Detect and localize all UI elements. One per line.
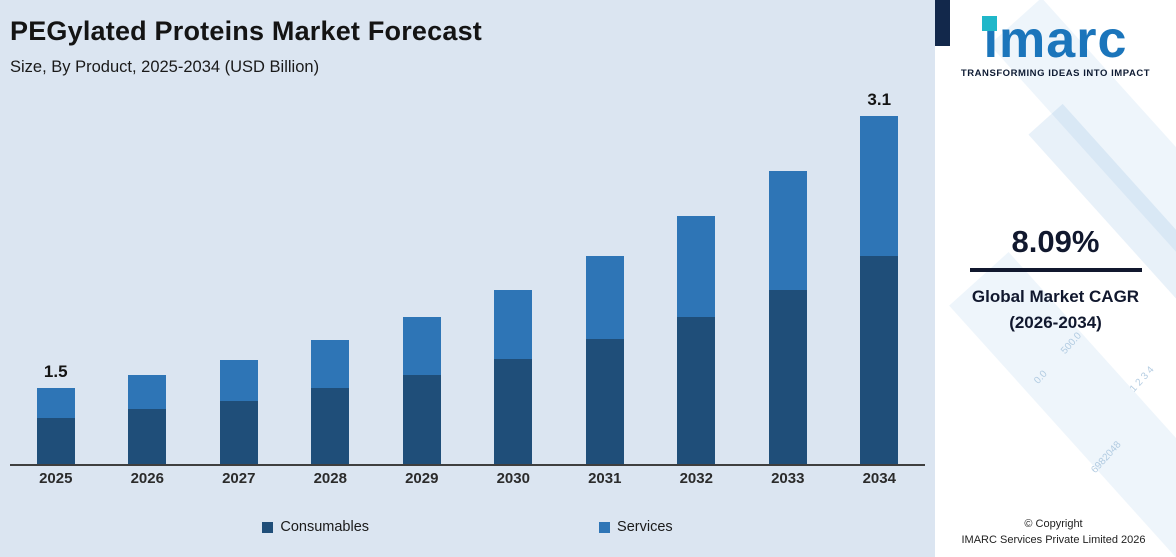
consumables-segment-2032 xyxy=(677,317,716,464)
bar-value-label-2025: 1.5 xyxy=(43,362,68,381)
consumables-segment-2033 xyxy=(768,290,807,464)
logo-block: imarc TRANSFORMING IDEAS INTO IMPACT xyxy=(935,14,1176,79)
legend-label-services: Services xyxy=(617,519,673,535)
legend-item-consumables: Consumables xyxy=(262,519,369,535)
services-segment-2025 xyxy=(36,388,75,418)
chart-title: PEGylated Proteins Market Forecast xyxy=(10,16,482,46)
x-axis-label-2026: 2026 xyxy=(130,470,164,487)
x-axis-label-2031: 2031 xyxy=(588,470,622,487)
services-segment-2032 xyxy=(677,216,716,317)
consumables-segment-2028 xyxy=(311,388,350,464)
services-segment-2029 xyxy=(402,317,441,375)
legend-item-services: Services xyxy=(599,519,673,535)
chart-panel: PEGylated Proteins Market Forecast Size,… xyxy=(0,0,935,557)
stacked-bar-2029 xyxy=(402,317,441,464)
watermark-number: 1 2 3 4 xyxy=(1128,364,1158,395)
stacked-bar-2026 xyxy=(128,375,167,464)
copyright-line2: IMARC Services Private Limited 2026 xyxy=(961,534,1146,547)
stacked-bar-2027 xyxy=(219,360,258,464)
services-segment-2027 xyxy=(219,360,258,401)
cagr-block: 8.09% Global Market CAGR (2026-2034) xyxy=(935,224,1176,335)
services-segment-2031 xyxy=(585,256,624,339)
legend-label-consumables: Consumables xyxy=(280,519,370,535)
stacked-bar-2028 xyxy=(311,340,350,464)
bar-group-2025: 1.5 xyxy=(10,92,102,464)
chart-plot: 1.5 3.1 xyxy=(10,90,926,466)
x-axis-label-2025: 2025 xyxy=(39,470,73,487)
consumables-segment-2030 xyxy=(494,359,533,464)
x-axis-label-2027: 2027 xyxy=(222,470,256,487)
chart-legend: Consumables Services xyxy=(0,519,935,535)
services-segment-2030 xyxy=(494,290,533,359)
bar-group-2030 xyxy=(468,92,560,464)
imarc-logo: imarc xyxy=(983,11,1128,69)
logo-tagline: TRANSFORMING IDEAS INTO IMPACT xyxy=(960,68,1151,79)
cagr-label-line2: (2026-2034) xyxy=(1009,312,1102,332)
stacked-bar-2033 xyxy=(768,171,807,464)
x-axis-label-2028: 2028 xyxy=(313,470,347,487)
stacked-bar-2032 xyxy=(677,216,716,464)
x-axis-labels: 2025 2026 2027 2028 2029 2030 2031 2032 2033 2034 xyxy=(10,470,925,487)
bar-group-2029 xyxy=(376,92,468,464)
services-segment-2034 xyxy=(860,116,899,256)
services-segment-2026 xyxy=(128,375,167,409)
stacked-bar-2030 xyxy=(494,290,533,464)
corner-accent-shape xyxy=(935,0,950,46)
consumables-swatch-icon xyxy=(262,521,274,533)
chart-subtitle: Size, By Product, 2025-2034 (USD Billion… xyxy=(10,58,320,76)
x-axis-label-2029: 2029 xyxy=(405,470,439,487)
stacked-bar-2031 xyxy=(585,256,624,464)
services-segment-2033 xyxy=(768,171,807,290)
consumables-segment-2034 xyxy=(860,256,899,464)
bar-group-2028 xyxy=(285,92,377,464)
copyright: © Copyright IMARC Services Private Limit… xyxy=(935,517,1172,549)
bar-group-2032 xyxy=(651,92,743,464)
bar-group-2026 xyxy=(102,92,194,464)
copyright-line1: © Copyright xyxy=(1024,518,1083,531)
bar-group-2031 xyxy=(559,92,651,464)
consumables-segment-2029 xyxy=(402,375,441,464)
x-axis-label-2032: 2032 xyxy=(679,470,713,487)
sidebar: 500.0 0.0 1 2 3 4 6982048 imarc TRANSFOR… xyxy=(935,0,1176,557)
bar-group-2027 xyxy=(193,92,285,464)
consumables-segment-2031 xyxy=(585,339,624,464)
cagr-label-line1: Global Market CAGR xyxy=(971,287,1140,306)
x-axis-label-2034: 2034 xyxy=(862,470,896,487)
bar-group-2034: 3.1 xyxy=(834,90,926,464)
services-segment-2028 xyxy=(311,340,350,388)
bar-value-label-2034: 3.1 xyxy=(867,90,892,109)
cagr-value: 8.09% xyxy=(1011,224,1100,259)
consumables-segment-2025 xyxy=(36,418,75,464)
consumables-segment-2027 xyxy=(219,401,258,464)
bar-group-2033 xyxy=(742,92,834,464)
cagr-underline xyxy=(969,268,1142,272)
x-axis-label-2030: 2030 xyxy=(496,470,530,487)
stacked-bar-2034 xyxy=(860,116,899,464)
imarc-logo-accent-icon xyxy=(981,16,997,31)
x-axis-label-2033: 2033 xyxy=(771,470,805,487)
stacked-bar-2025 xyxy=(36,388,75,464)
consumables-segment-2026 xyxy=(128,409,167,464)
services-swatch-icon xyxy=(599,521,611,533)
